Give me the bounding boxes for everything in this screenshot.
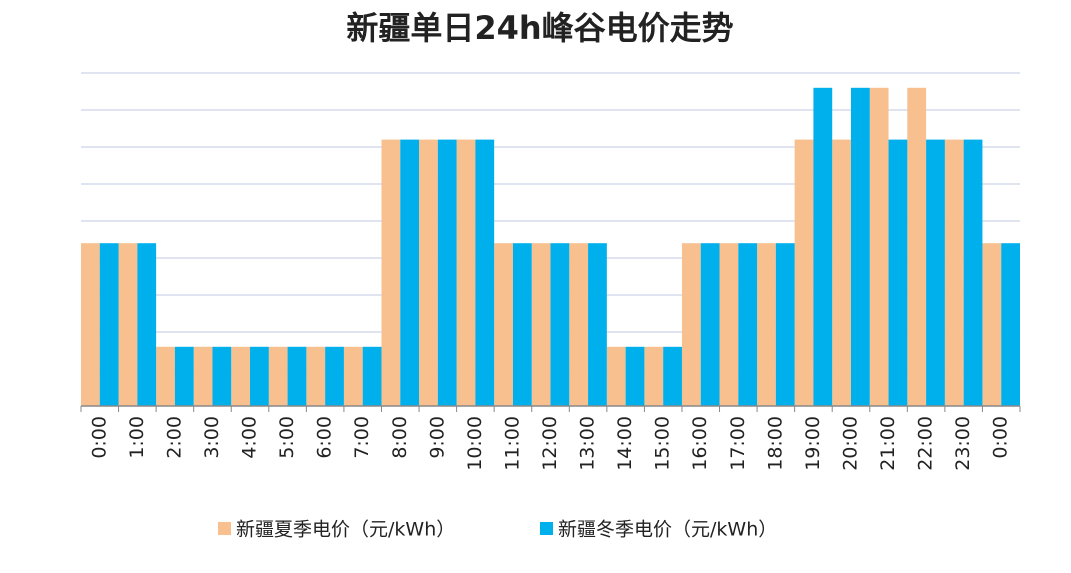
bar: [343, 346, 363, 406]
bar: [81, 243, 100, 406]
bar: [869, 87, 889, 407]
x-tick-label: 22:00: [915, 416, 937, 471]
bar: [475, 139, 495, 406]
bar: [606, 346, 626, 406]
bar: [550, 243, 570, 406]
bar: [400, 139, 420, 406]
bar: [531, 243, 551, 406]
x-tick-label: 23:00: [952, 416, 974, 471]
bar: [775, 243, 795, 406]
bar: [963, 139, 983, 406]
bar: [982, 243, 1002, 406]
x-tick-label: 21:00: [877, 416, 899, 471]
x-tick-label: 6:00: [314, 416, 336, 459]
legend-swatch: [540, 522, 553, 535]
bar: [137, 243, 157, 406]
x-tick-label: 8:00: [389, 416, 411, 459]
x-tick-label: 18:00: [764, 416, 786, 471]
x-tick-label: 14:00: [614, 416, 636, 471]
bar: [700, 243, 720, 406]
bar: [193, 346, 213, 406]
bar: [888, 139, 908, 406]
x-tick-label: 7:00: [351, 416, 373, 459]
bar: [362, 346, 382, 406]
bar: [250, 346, 269, 406]
x-tick-label: 11:00: [501, 416, 523, 471]
bar: [944, 139, 964, 406]
bar: [719, 243, 739, 406]
x-tick-label: 13:00: [577, 416, 599, 471]
x-tick-label: 1:00: [126, 416, 148, 459]
legend-label: 新疆夏季电价（元/kWh）: [236, 519, 455, 541]
x-tick-label: 16:00: [689, 416, 711, 471]
x-tick-label: 4:00: [239, 416, 261, 459]
bar: [832, 139, 851, 406]
x-tick-label: 0:00: [88, 416, 110, 459]
bar: [512, 243, 532, 406]
bar: [437, 139, 457, 406]
bar: [118, 243, 138, 406]
bar: [569, 243, 589, 406]
x-tick-label: 17:00: [727, 416, 749, 471]
chart-title: 新疆单日24h峰谷电价走势: [346, 9, 733, 47]
bar: [325, 346, 344, 406]
bar: [907, 87, 927, 407]
bar: [681, 243, 701, 406]
legend-swatch: [218, 522, 231, 535]
bar: [663, 346, 682, 406]
bar: [644, 346, 664, 406]
bar: [813, 87, 833, 407]
bar: [419, 139, 438, 406]
x-tick-label: 0:00: [990, 416, 1012, 459]
x-tick-label: 20:00: [839, 416, 861, 471]
bar: [268, 346, 288, 406]
legend-label: 新疆冬季电价（元/kWh）: [558, 519, 777, 541]
x-tick-label: 12:00: [539, 416, 561, 471]
bar: [1001, 243, 1020, 406]
bar: [231, 346, 251, 406]
bar: [494, 243, 513, 406]
x-tick-label: 10:00: [464, 416, 486, 471]
bar: [174, 346, 194, 406]
bar: [926, 139, 945, 406]
x-tick-label: 5:00: [276, 416, 298, 459]
bar: [306, 346, 326, 406]
x-tick-label: 2:00: [163, 416, 185, 459]
bar: [738, 243, 758, 406]
bar: [456, 139, 476, 406]
bar: [287, 346, 307, 406]
bar: [850, 87, 870, 407]
bar: [757, 243, 776, 406]
bar: [588, 243, 607, 406]
bar: [212, 346, 232, 406]
bar: [99, 243, 119, 406]
x-tick-label: 19:00: [802, 416, 824, 471]
bar: [381, 139, 401, 406]
x-tick-label: 15:00: [652, 416, 674, 471]
x-tick-label: 3:00: [201, 416, 223, 459]
bar: [794, 139, 814, 406]
bar: [156, 346, 175, 406]
x-tick-label: 9:00: [426, 416, 448, 459]
bar: [625, 346, 645, 406]
